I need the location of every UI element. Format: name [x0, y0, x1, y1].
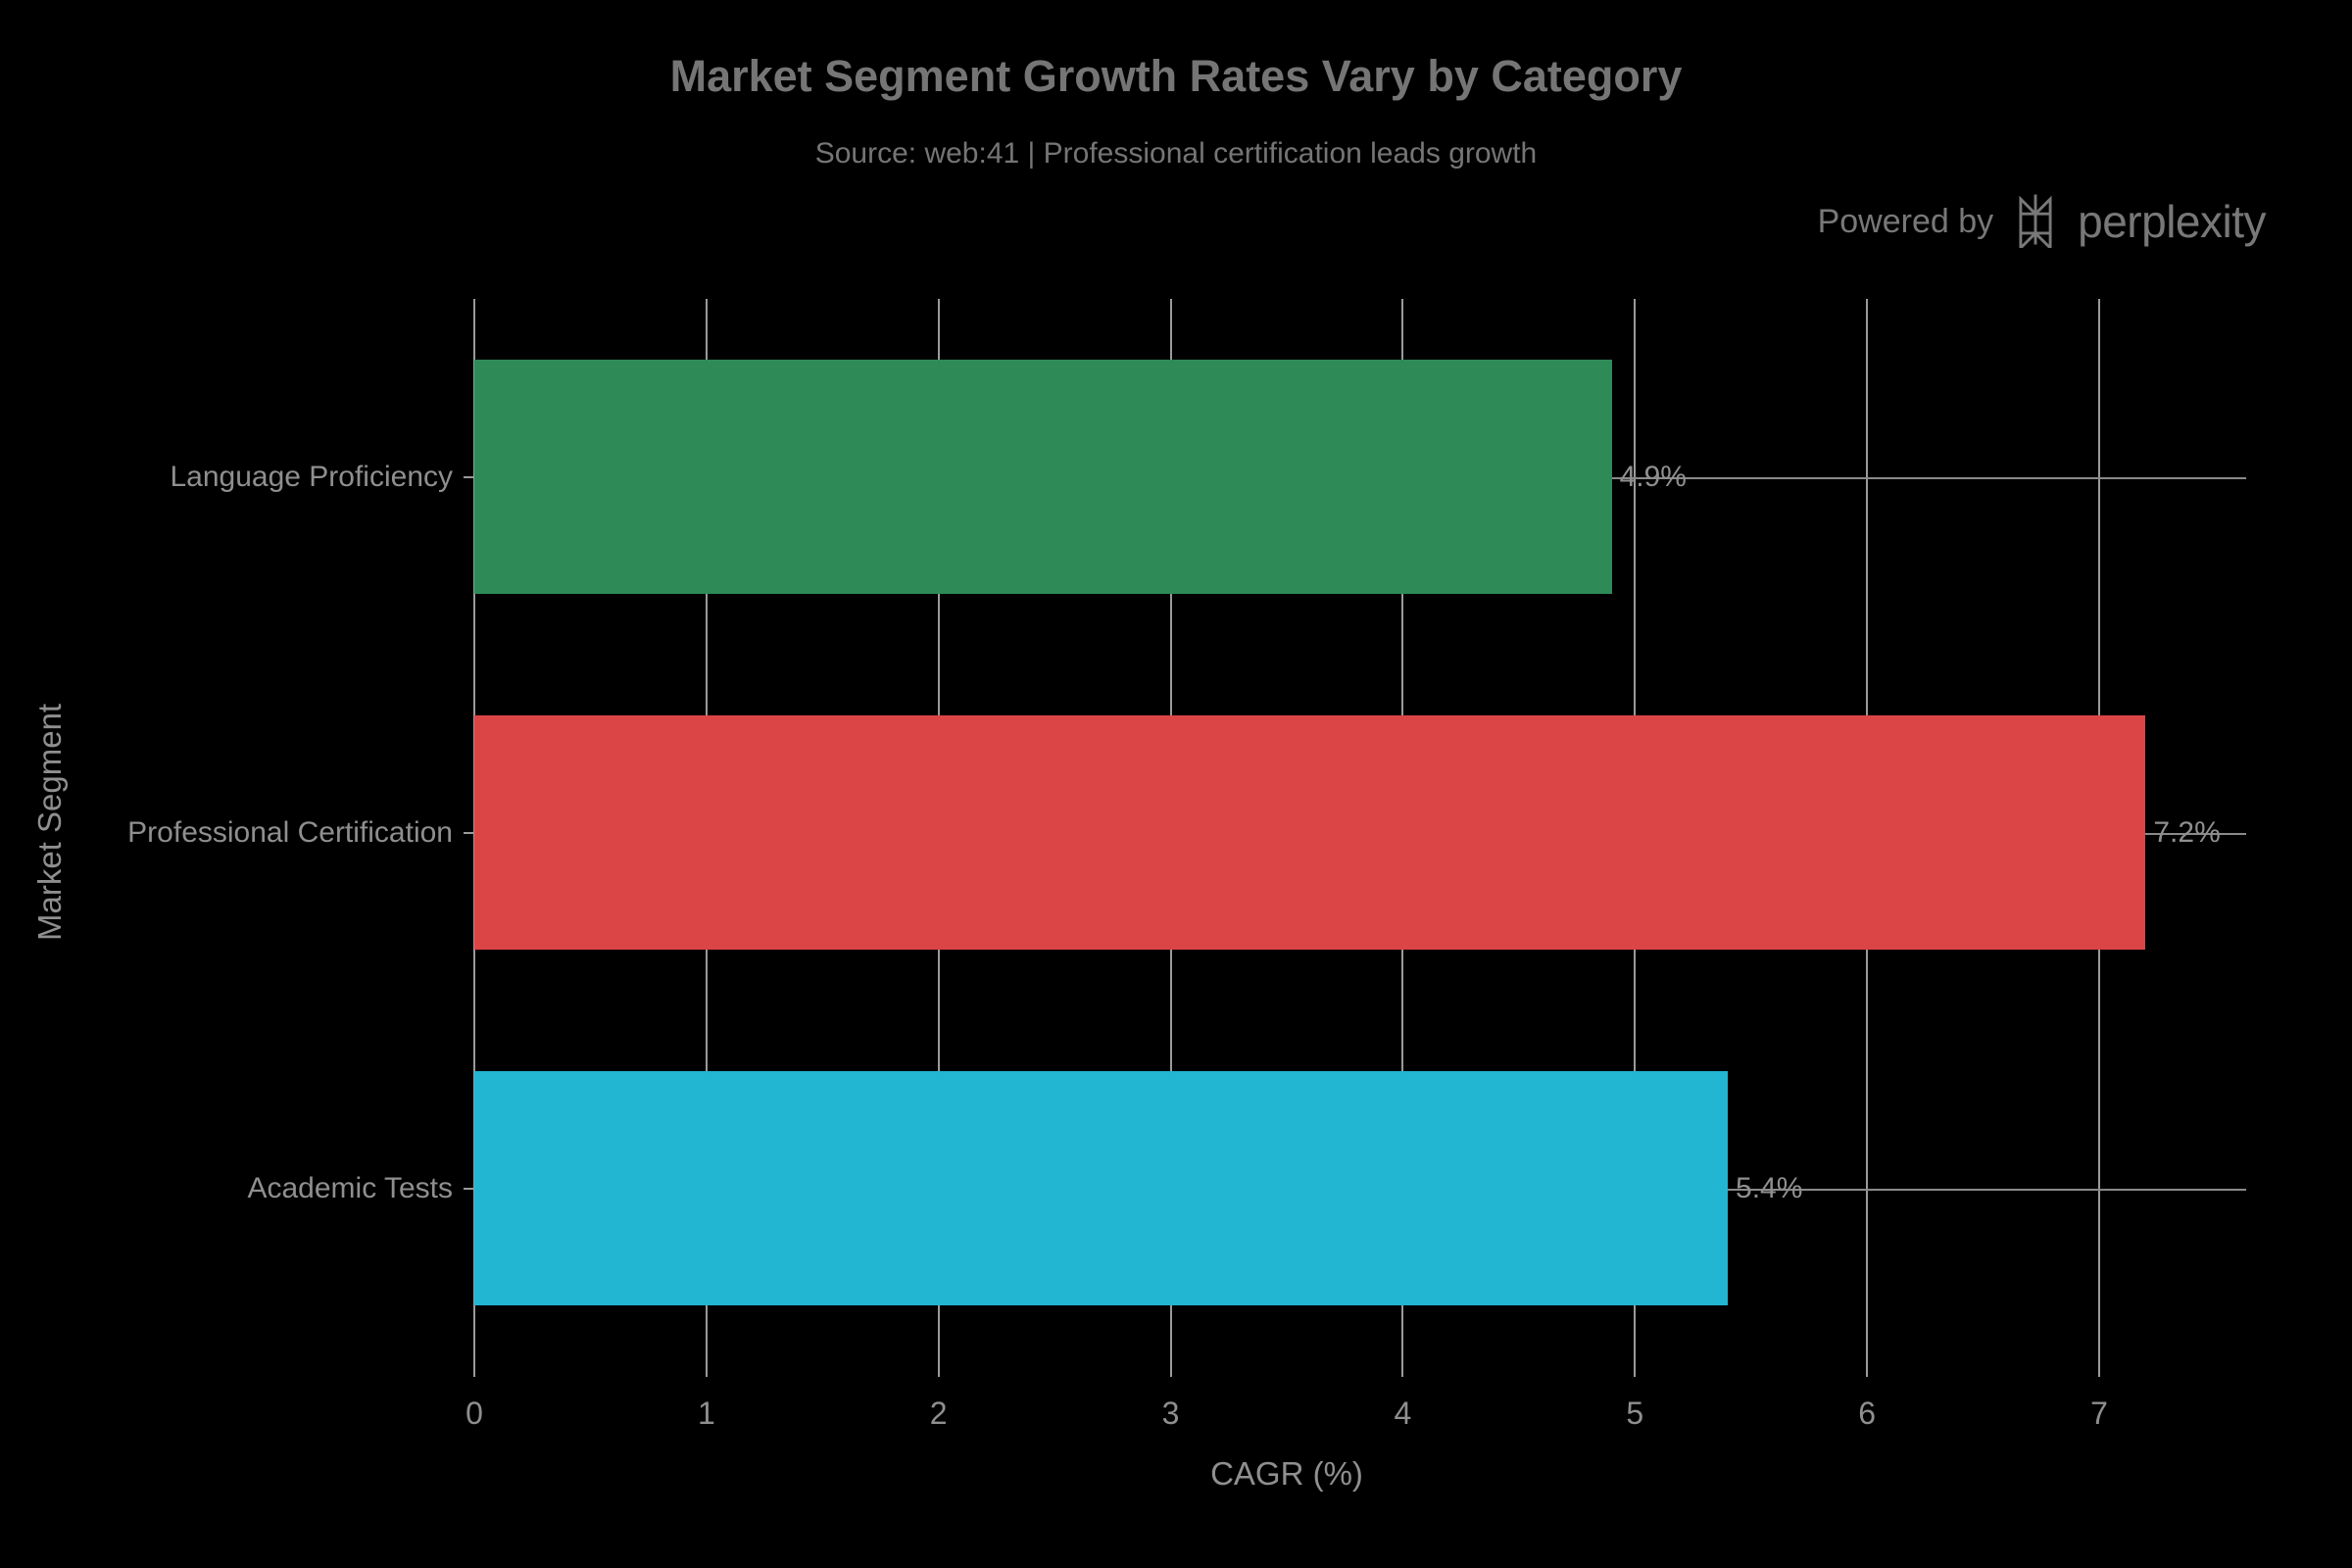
- x-tick-mark-7: [2098, 1366, 2100, 1377]
- plot-area: 4.9% 7.2% 5.4% Language Proficiency Profess…: [127, 299, 2246, 1431]
- bar-professional-certification[interactable]: [474, 714, 2146, 951]
- value-rule: [2145, 832, 2246, 835]
- x-tick-label-6: 6: [1858, 1396, 1877, 1431]
- x-tick-label-1: 1: [697, 1396, 715, 1431]
- x-tick-mark-5: [1634, 1366, 1637, 1377]
- x-tick-mark-3: [1169, 1366, 1172, 1377]
- x-tick-mark-2: [937, 1366, 940, 1377]
- y-tick-label-professional-certification: Professional Certification: [127, 815, 453, 849]
- x-tick-mark-1: [705, 1366, 708, 1377]
- x-tick-label-2: 2: [929, 1396, 948, 1431]
- y-tick-mark: [464, 475, 474, 478]
- powered-by-label: Powered by: [1817, 203, 1994, 240]
- x-axis-title: CAGR (%): [1210, 1455, 1363, 1492]
- x-tick-mark-6: [1866, 1366, 1869, 1377]
- y-tick-mark: [464, 831, 474, 834]
- bar-academic-tests[interactable]: [474, 1070, 1729, 1306]
- value-label-language-proficiency: 4.9%: [1619, 460, 1687, 493]
- x-tick-mark-4: [1401, 1366, 1404, 1377]
- bar-language-proficiency[interactable]: [474, 359, 1612, 595]
- powered-by-perplexity-brand: Powered by perplexity: [1817, 193, 2266, 252]
- chart-subtitle: Source: web:41 | Professional certificat…: [814, 137, 1538, 170]
- x-tick-label-7: 7: [2090, 1396, 2108, 1431]
- value-label-academic-tests: 5.4%: [1736, 1171, 1803, 1204]
- x-tick-label-3: 3: [1161, 1396, 1180, 1431]
- y-tick-label-language-proficiency: Language Proficiency: [170, 460, 453, 493]
- chart-title: Market Segment Growth Rates Vary by Cate…: [669, 51, 1683, 101]
- y-axis-title: Market Segment: [31, 703, 68, 941]
- value-label-professional-certification: 7.2%: [2153, 815, 2221, 849]
- x-tick-label-4: 4: [1394, 1396, 1412, 1431]
- x-tick-label-5: 5: [1626, 1396, 1644, 1431]
- y-tick-label-academic-tests: Academic Tests: [247, 1171, 453, 1204]
- perplexity-asterisk-icon: [2007, 191, 2064, 253]
- perplexity-wordmark: perplexity: [2078, 196, 2266, 247]
- value-rule: [1728, 1188, 2246, 1191]
- x-tick-label-0: 0: [466, 1396, 483, 1431]
- plot-inner: 4.9% 7.2% 5.4%: [473, 299, 2246, 1366]
- x-tick-mark-0: [473, 1366, 475, 1377]
- value-rule: [1611, 476, 2246, 479]
- y-tick-mark: [464, 1187, 474, 1190]
